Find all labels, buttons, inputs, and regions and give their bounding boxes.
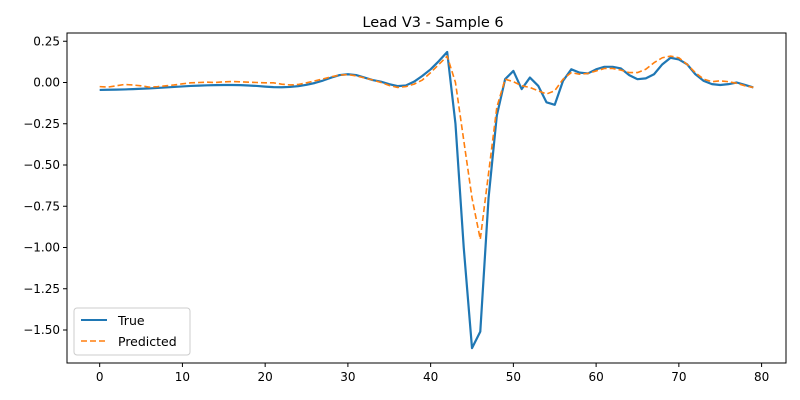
legend-label-true: True bbox=[117, 313, 145, 328]
y-tick-label: 0.25 bbox=[33, 34, 60, 48]
x-tick-label: 70 bbox=[671, 370, 686, 384]
y-tick-label: −1.00 bbox=[23, 241, 60, 255]
y-tick-label: −0.25 bbox=[23, 117, 60, 131]
series-line-predicted bbox=[99, 55, 754, 241]
y-tick-label: −0.75 bbox=[23, 199, 60, 213]
x-tick-label: 20 bbox=[258, 370, 273, 384]
y-tick-label: −1.50 bbox=[23, 323, 60, 337]
x-axis: 0 10 20 30 40 50 60 70 80 bbox=[96, 363, 769, 384]
y-tick-label: −1.25 bbox=[23, 282, 60, 296]
x-tick-label: 40 bbox=[423, 370, 438, 384]
y-axis: −1.50 −1.25 −1.00 −0.75 −0.50 −0.25 0.00 0.25 bbox=[23, 34, 67, 337]
y-tick-label: 0.00 bbox=[33, 76, 60, 90]
legend-label-predicted: Predicted bbox=[118, 334, 177, 349]
x-tick-label: 30 bbox=[340, 370, 355, 384]
x-tick-label: 60 bbox=[588, 370, 603, 384]
x-tick-label: 10 bbox=[175, 370, 190, 384]
y-tick-label: −0.50 bbox=[23, 158, 60, 172]
series-line-true bbox=[99, 50, 754, 350]
plot-frame bbox=[66, 32, 787, 364]
chart-title: Lead V3 - Sample 6 bbox=[362, 15, 503, 31]
x-tick-label: 0 bbox=[96, 370, 104, 384]
x-tick-label: 80 bbox=[754, 370, 769, 384]
plot-lines bbox=[99, 50, 754, 350]
legend: True Predicted bbox=[73, 307, 191, 356]
x-tick-label: 50 bbox=[506, 370, 521, 384]
